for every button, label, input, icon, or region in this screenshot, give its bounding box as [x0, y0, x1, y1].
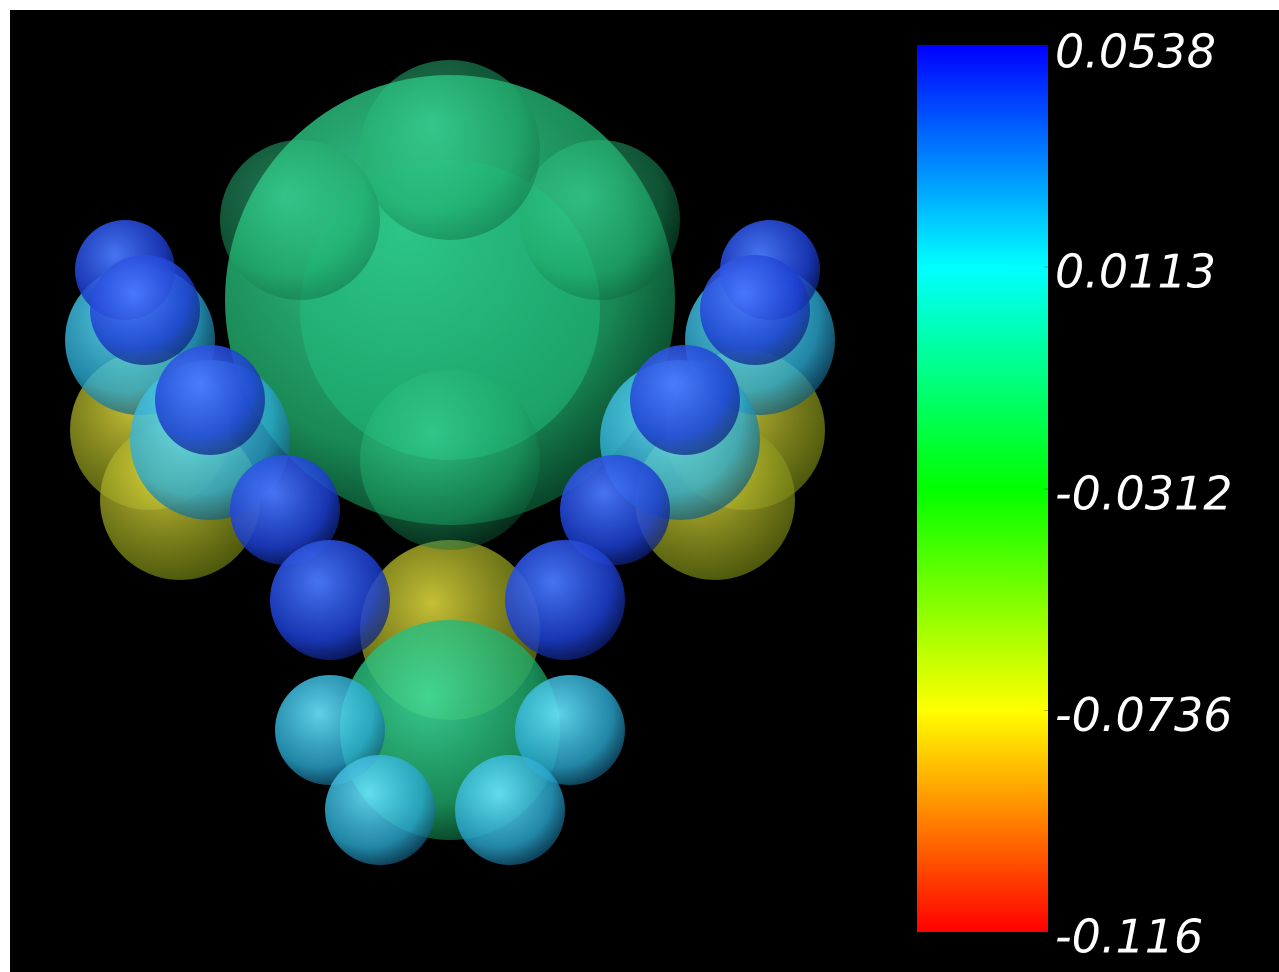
tick-label: 0.0113: [1055, 245, 1216, 299]
tick-label: -0.0736: [1055, 688, 1233, 742]
tick-label: 0.0538: [1055, 25, 1216, 79]
color-bar: [917, 45, 1048, 932]
tick-label: -0.0312: [1055, 467, 1233, 521]
viewer: 0.0538 0.0113 -0.0312 -0.0736 -0.116: [0, 0, 1279, 972]
tick-label: -0.116: [1055, 910, 1203, 964]
